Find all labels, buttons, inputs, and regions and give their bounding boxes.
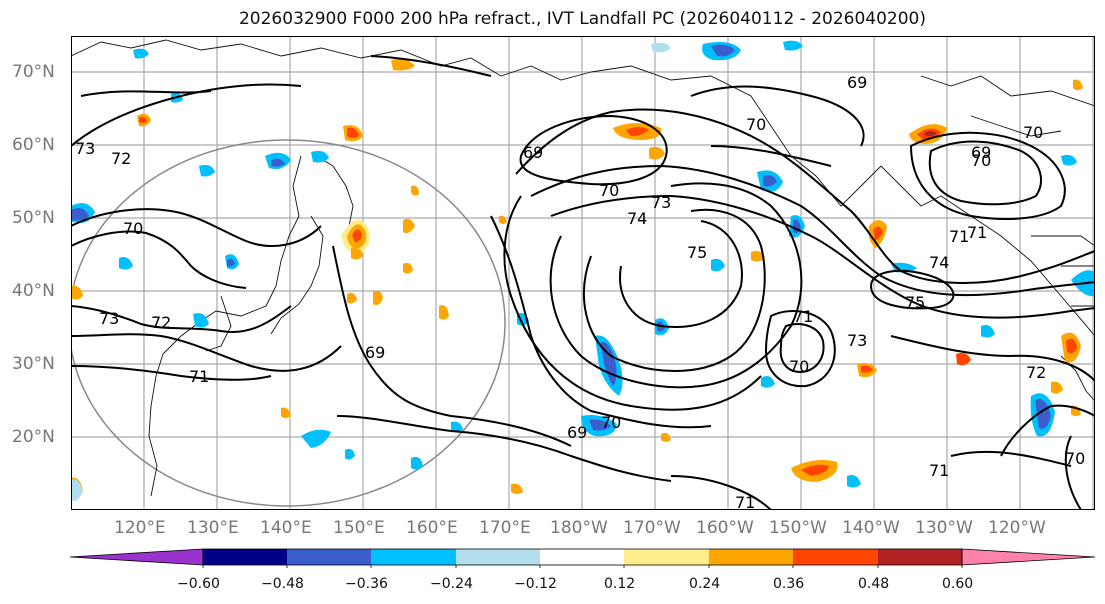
colorbar-segment-3 xyxy=(371,549,456,565)
lat-label-30n: 30°N xyxy=(12,354,55,374)
contour-label: 75 xyxy=(905,293,925,312)
contour-label: 73 xyxy=(651,193,671,212)
contour-label: 72 xyxy=(111,149,131,168)
refractivity-contours xyxy=(71,55,1095,510)
map-title: 2026032900 F000 200 hPa refract., IVT La… xyxy=(238,9,926,29)
contour-label: 73 xyxy=(99,309,119,328)
coastlines xyxy=(71,39,1095,497)
contour-label: 70 xyxy=(971,151,991,170)
colorbar xyxy=(69,548,1096,568)
colorbar-tick-label: 0.60 xyxy=(942,576,974,592)
contour-label: 70 xyxy=(1065,449,1085,468)
lon-label-120e: 120°E xyxy=(114,518,166,538)
colorbar-segment-6 xyxy=(624,549,709,565)
lon-label-140w: 140°W xyxy=(842,518,900,538)
radius-circle xyxy=(71,139,506,507)
contour-label: 70 xyxy=(599,181,619,200)
colorbar-segment-9 xyxy=(878,549,962,565)
contour-label: 71 xyxy=(967,223,987,242)
contour-label: 69 xyxy=(567,423,587,442)
lon-label-120w: 120°W xyxy=(988,518,1046,538)
map-border xyxy=(71,36,1095,510)
lon-label-150e: 150°E xyxy=(333,518,385,538)
colorbar-segment-5 xyxy=(540,549,624,565)
contour-label: 69 xyxy=(971,143,991,162)
colorbar-segment-1 xyxy=(203,549,287,565)
lon-label-160w: 160°W xyxy=(696,518,754,538)
contour-label: 69 xyxy=(847,73,867,92)
colorbar-tick-label: 0.24 xyxy=(689,576,721,592)
lon-label-180w: 180°W xyxy=(550,518,608,538)
colorbar-tick-label: −0.12 xyxy=(514,576,557,592)
lon-label-130e: 130°E xyxy=(187,518,239,538)
contour-label: 71 xyxy=(793,307,813,326)
colorbar-segment-10 xyxy=(961,548,1096,566)
colorbar-segment-0 xyxy=(69,548,204,566)
contour-label: 73 xyxy=(847,331,867,350)
contour-label: 70 xyxy=(1023,123,1043,142)
contour-label: 71 xyxy=(189,367,209,386)
contour-label: 69 xyxy=(523,143,543,162)
contour-label: 73 xyxy=(75,139,95,158)
contour-label: 69 xyxy=(365,343,385,362)
colorbar-segment-7 xyxy=(709,549,793,565)
contour-label: 75 xyxy=(687,243,707,262)
lat-label-70n: 70°N xyxy=(12,62,55,82)
colorbar-tick-label: 0.36 xyxy=(773,576,805,592)
lat-label-20n: 20°N xyxy=(12,427,55,447)
contour-label: 74 xyxy=(627,209,647,228)
colorbar-frame xyxy=(202,548,963,566)
lat-label-40n: 40°N xyxy=(12,281,55,301)
lon-label-170e: 170°E xyxy=(479,518,531,538)
lon-label-160e: 160°E xyxy=(406,518,458,538)
colorbar-tick-label: −0.36 xyxy=(345,576,388,592)
contour-label: 72 xyxy=(151,313,171,332)
contour-label: 74 xyxy=(929,253,949,272)
lat-label-60n: 60°N xyxy=(12,135,55,155)
lon-label-140e: 140°E xyxy=(260,518,312,538)
contour-label: 71 xyxy=(735,493,755,510)
lat-label-50n: 50°N xyxy=(12,208,55,228)
contour-label: 70 xyxy=(123,219,143,238)
lon-label-170w: 170°W xyxy=(623,518,681,538)
lon-label-150w: 150°W xyxy=(769,518,827,538)
contour-label: 70 xyxy=(789,357,809,376)
colorbar-segment-2 xyxy=(287,549,371,565)
colorbar-segment-4 xyxy=(456,549,540,565)
contour-label: 70 xyxy=(746,115,766,134)
colorbar-segment-8 xyxy=(793,549,878,565)
colorbar-tick-label: −0.48 xyxy=(261,576,304,592)
lon-label-130w: 130°W xyxy=(915,518,973,538)
colorbar-tick-label: 0.12 xyxy=(604,576,636,592)
colorbar-tick-label: −0.60 xyxy=(177,576,220,592)
contour-label: 71 xyxy=(929,461,949,480)
colorbar-ticks xyxy=(202,565,963,568)
contour-label: 71 xyxy=(949,227,969,246)
colorbar-tick-label: 0.48 xyxy=(858,576,890,592)
contour-label: 70 xyxy=(601,413,621,432)
colorbar-tick-label: −0.24 xyxy=(430,576,473,592)
map-panel: 73 72 70 73 72 71 69 69 70 74 73 75 70 6… xyxy=(71,36,1095,510)
contour-label: 72 xyxy=(1026,363,1046,382)
